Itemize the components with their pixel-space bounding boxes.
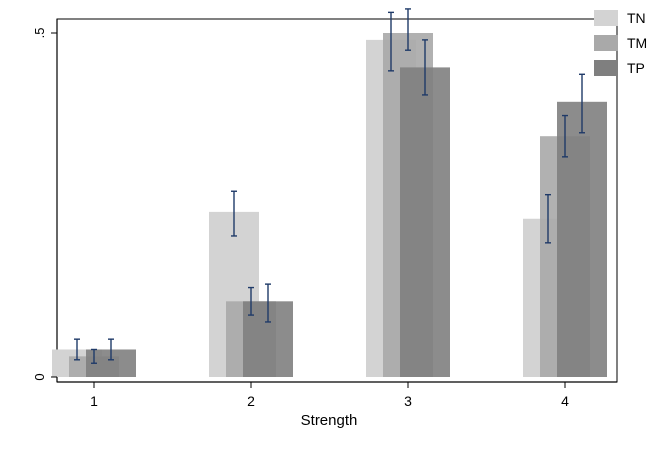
error-bar-tm-1 [91, 348, 97, 364]
bar-tp-3 [400, 67, 450, 378]
error-bar-tm-4 [562, 114, 568, 158]
x-axis-label: Strength [301, 412, 358, 429]
x-ticks: 1 2 3 4 [90, 382, 569, 409]
legend-label-tp: TP [627, 60, 645, 76]
legend-swatch-tn [594, 10, 618, 26]
error-bar-tm-2 [248, 286, 254, 316]
legend-swatch-tp [594, 60, 618, 76]
error-bar-tp-3 [422, 39, 428, 96]
y-tick-label: .5 [32, 28, 47, 39]
x-tick-label: 2 [247, 393, 255, 409]
error-bar-tp-4 [579, 73, 585, 134]
error-bar-tp-1 [108, 338, 114, 361]
y-tick-label: 0 [32, 373, 47, 380]
legend-swatch-tm [594, 35, 618, 51]
x-tick-label: 4 [561, 393, 569, 409]
error-bar-tn-3 [388, 11, 394, 72]
bars-layer [52, 33, 607, 378]
legend: TN TM TP [594, 10, 647, 76]
y-ticks: 0.5 [32, 28, 57, 381]
error-bars-layer [74, 8, 585, 364]
x-tick-label: 3 [404, 393, 412, 409]
error-bar-tn-2 [231, 190, 237, 237]
error-bar-tn-4 [545, 193, 551, 244]
legend-label-tn: TN [627, 10, 646, 26]
x-tick-label: 1 [90, 393, 98, 409]
error-bar-tp-2 [265, 283, 271, 323]
error-bar-tn-1 [74, 338, 80, 361]
error-bar-tm-3 [405, 8, 411, 51]
legend-label-tm: TM [627, 35, 647, 51]
